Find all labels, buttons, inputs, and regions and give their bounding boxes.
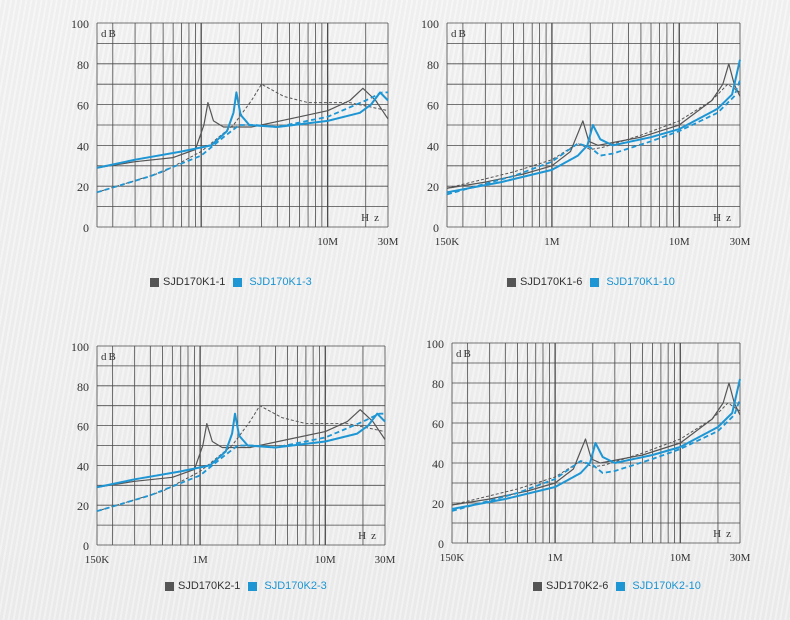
y-tick-label: 100 [421, 17, 439, 31]
legend-label: SJD170K1-1 [163, 276, 226, 288]
legend: SJD170K2-1 SJD170K2-3 [165, 580, 327, 592]
legend: SJD170K2-6 SJD170K2-10 [533, 580, 701, 592]
series-line-sjd170k2-1 [96, 409, 386, 488]
x-axis-label: Hz [713, 528, 736, 540]
series-line-sjd170k2-1-dashed- [96, 405, 386, 512]
legend: SJD170K1-6 SJD170K1-10 [507, 276, 675, 288]
y-tick-label: 100 [426, 337, 444, 351]
x-tick-label: 150K [85, 554, 110, 566]
y-axis-label: dB [456, 348, 473, 360]
series-line-sjd170k2-3-dashed- [96, 412, 385, 513]
y-tick-label: 0 [433, 221, 439, 235]
y-tick-label: 40 [77, 459, 89, 473]
series-line-sjd170k1-3 [96, 91, 389, 169]
x-tick-label: 10M [669, 236, 690, 248]
series-line-sjd170k2-3 [96, 412, 386, 489]
x-tick-label: 30M [375, 554, 396, 566]
x-tick-label: 1M [192, 554, 208, 566]
legend-label: SJD170K1-10 [606, 276, 675, 288]
legend-label: SJD170K1-3 [249, 276, 312, 288]
grid [96, 22, 389, 228]
x-tick-label: 1M [547, 552, 563, 564]
x-tick-label: 30M [730, 552, 751, 564]
grid [96, 345, 386, 546]
y-axis-label: dB [451, 28, 468, 40]
y-tick-label: 60 [427, 99, 439, 113]
y-tick-label: 60 [432, 417, 444, 431]
y-tick-label: 80 [427, 58, 439, 72]
x-tick-label: 150K [435, 236, 460, 248]
y-tick-label: 20 [427, 180, 439, 194]
x-tick-label: 150K [440, 552, 465, 564]
x-axis-label: Hz [361, 212, 384, 224]
x-tick-label: 10M [317, 236, 338, 248]
series-line-sjd170k1-1 [96, 87, 389, 169]
y-tick-label: 20 [77, 499, 89, 513]
x-tick-label: 30M [730, 236, 751, 248]
legend-label: SJD170K2-10 [632, 580, 701, 592]
y-tick-label: 20 [432, 497, 444, 511]
legend-label: SJD170K2-1 [178, 580, 241, 592]
y-tick-label: 80 [77, 380, 89, 394]
x-tick-label: 30M [378, 236, 399, 248]
series-line-sjd170k1-6 [446, 63, 741, 189]
y-tick-label: 40 [432, 457, 444, 471]
y-axis-label: dB [101, 28, 118, 40]
x-tick-label: 10M [315, 554, 336, 566]
legend-label: SJD170K1-6 [520, 276, 583, 288]
y-tick-label: 0 [83, 539, 89, 553]
legend-swatch [165, 581, 174, 591]
y-tick-label: 100 [71, 17, 89, 31]
x-axis-label: Hz [358, 530, 381, 542]
legend-swatch [150, 277, 159, 287]
legend-swatch [616, 581, 626, 591]
series-line-sjd170k1-1-dashed- [96, 83, 389, 193]
x-tick-label: 1M [544, 236, 560, 248]
legend-swatch [533, 581, 542, 591]
y-tick-label: 40 [427, 139, 439, 153]
legend-label: SJD170K2-6 [546, 580, 609, 592]
y-tick-label: 0 [438, 537, 444, 551]
series-line-sjd170k1-6-dashed- [446, 83, 741, 189]
series-line-sjd170k1-3-dashed- [96, 91, 388, 194]
legend-swatch [248, 581, 258, 591]
series-line-sjd170k2-6 [451, 382, 741, 506]
legend-swatch [590, 277, 600, 287]
legend: SJD170K1-1 SJD170K1-3 [150, 276, 312, 288]
y-tick-label: 0 [83, 221, 89, 235]
y-axis-label: dB [101, 351, 118, 363]
legend-swatch [233, 277, 243, 287]
grid [446, 22, 741, 228]
series-line-sjd170k2-6-dashed- [451, 402, 741, 506]
y-tick-label: 60 [77, 420, 89, 434]
y-tick-label: 80 [432, 377, 444, 391]
series-line-sjd170k2-10 [451, 378, 741, 510]
y-tick-label: 60 [77, 99, 89, 113]
x-axis-label: Hz [713, 212, 736, 224]
series-line-sjd170k1-10-dashed- [446, 79, 741, 196]
grid [451, 342, 741, 544]
legend-label: SJD170K2-3 [264, 580, 327, 592]
y-tick-label: 100 [71, 340, 89, 354]
legend-swatch [507, 277, 516, 287]
y-tick-label: 20 [77, 180, 89, 194]
y-tick-label: 80 [77, 58, 89, 72]
y-tick-label: 40 [77, 139, 89, 153]
series-line-sjd170k1-10 [446, 59, 741, 194]
x-tick-label: 10M [670, 552, 691, 564]
series-line-sjd170k2-10-dashed- [451, 398, 741, 512]
